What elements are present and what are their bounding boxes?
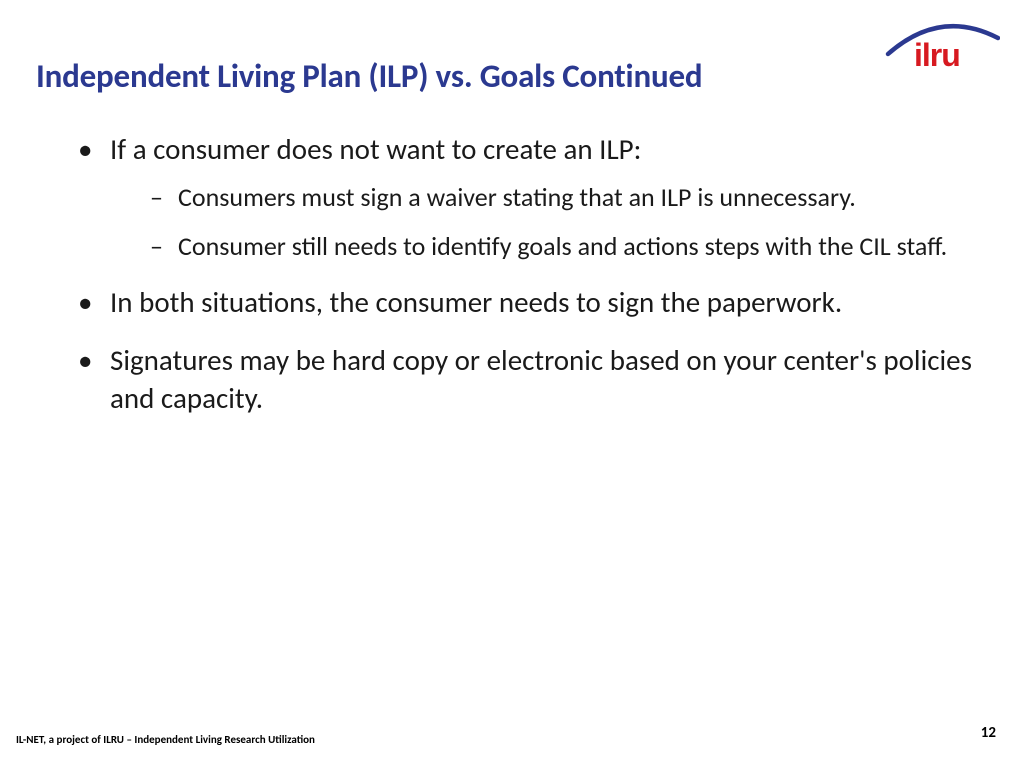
bullet-text: Signatures may be hard copy or electroni… [110,342,972,416]
sub-bullet-text: Consumer still needs to identify goals a… [178,230,947,262]
footer-attribution: IL-NET, a project of ILRU – Independent … [16,733,315,746]
bullet-item: If a consumer does not want to create an… [82,130,988,263]
slide-body: If a consumer does not want to create an… [36,130,988,418]
slide: ilru Independent Living Plan (ILP) vs. G… [0,0,1024,768]
page-number: 12 [981,724,996,742]
bullet-text: In both situations, the consumer needs t… [110,284,842,320]
svg-text:ilru: ilru [914,37,960,73]
bullet-item: In both situations, the consumer needs t… [82,283,988,321]
ilru-logo: ilru [880,20,1000,76]
sub-bullet-item: Consumers must sign a waiver stating tha… [154,180,988,214]
slide-title: Independent Living Plan (ILP) vs. Goals … [36,58,988,96]
sub-bullet-item: Consumer still needs to identify goals a… [154,229,988,263]
bullet-item: Signatures may be hard copy or electroni… [82,341,988,418]
sub-bullet-text: Consumers must sign a waiver stating tha… [178,181,856,213]
bullet-text: If a consumer does not want to create an… [110,131,641,167]
